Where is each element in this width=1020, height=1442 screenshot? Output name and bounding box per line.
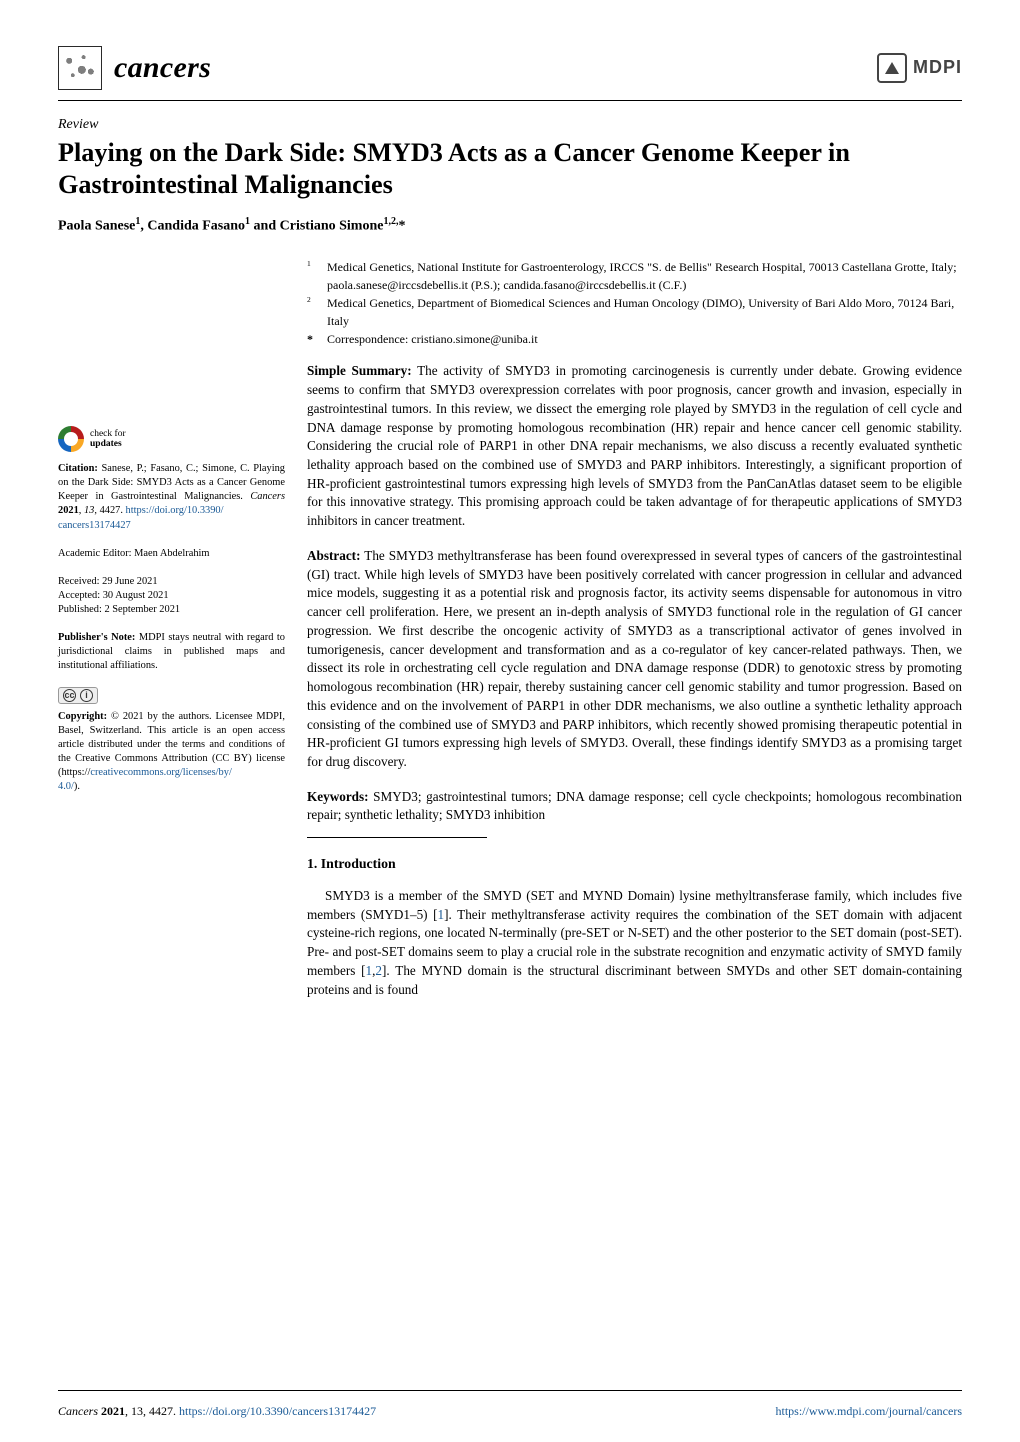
cc-icon: cc bbox=[63, 689, 76, 702]
journal-icon bbox=[58, 46, 102, 90]
citation-label: Citation: bbox=[58, 463, 98, 474]
copyright-close: ). bbox=[74, 781, 80, 792]
authors-line: Paola Sanese1, Candida Fasano1 and Crist… bbox=[58, 215, 962, 237]
abstract-label: Abstract: bbox=[307, 548, 360, 563]
received-label: Received: bbox=[58, 576, 102, 587]
footer-rule bbox=[58, 1390, 962, 1391]
publisher-text: MDPI bbox=[913, 55, 962, 81]
intro-p1-text: SMYD3 is a member of the SMYD (SET and M… bbox=[307, 888, 962, 997]
ref-1-link[interactable]: 1 bbox=[438, 907, 445, 922]
keywords-rule bbox=[307, 837, 487, 838]
cc-badge: cc i bbox=[58, 687, 98, 704]
simple-summary-label: Simple Summary: bbox=[307, 363, 412, 378]
journal-name: cancers bbox=[114, 47, 211, 90]
author-1: Paola Sanese bbox=[58, 218, 135, 233]
sidebar: check for updates Citation: Sanese, P.; … bbox=[58, 258, 285, 1012]
received-date: 29 June 2021 bbox=[102, 576, 157, 587]
correspondence: Correspondence: cristiano.simone@uniba.i… bbox=[327, 330, 538, 348]
citation-block: Citation: Sanese, P.; Fasano, C.; Simone… bbox=[58, 462, 285, 532]
check-for-updates[interactable]: check for updates bbox=[58, 426, 285, 452]
ref-2-link[interactable]: 2 bbox=[375, 963, 382, 978]
publisher-note-block: Publisher's Note: MDPI stays neutral wit… bbox=[58, 631, 285, 673]
footer-journal-link[interactable]: https://www.mdpi.com/journal/cancers bbox=[775, 1404, 962, 1418]
editor-label: Academic Editor: bbox=[58, 548, 134, 559]
check-updates-bottom: updates bbox=[90, 439, 122, 449]
editor-block: Academic Editor: Maen Abdelrahim bbox=[58, 547, 285, 561]
editor-name: Maen Abdelrahim bbox=[134, 548, 209, 559]
author-3: Cristiano Simone bbox=[280, 218, 384, 233]
author-3-corr: * bbox=[398, 218, 405, 233]
top-bar: cancers MDPI bbox=[58, 46, 962, 90]
journal-logo: cancers bbox=[58, 46, 211, 90]
footer: Cancers 2021, 13, 4427. https://doi.org/… bbox=[58, 1403, 962, 1420]
author-sep-2: and bbox=[250, 218, 280, 233]
cc-badge-row: cc i bbox=[58, 687, 285, 704]
check-updates-text: check for updates bbox=[90, 429, 126, 450]
simple-summary: Simple Summary: The activity of SMYD3 in… bbox=[307, 362, 962, 531]
keywords-label: Keywords: bbox=[307, 789, 369, 804]
abstract: Abstract: The SMYD3 methyltransferase ha… bbox=[307, 547, 962, 772]
check-updates-icon bbox=[58, 426, 84, 452]
author-3-affil: 1,2, bbox=[383, 216, 398, 227]
article-type: Review bbox=[58, 115, 962, 135]
article-title: Playing on the Dark Side: SMYD3 Acts as … bbox=[58, 137, 962, 201]
footer-left: Cancers 2021, 13, 4427. https://doi.org/… bbox=[58, 1403, 376, 1420]
footer-rest: , 13, 4427. bbox=[125, 1404, 179, 1418]
footer-right: https://www.mdpi.com/journal/cancers bbox=[775, 1403, 962, 1420]
simple-summary-text: The activity of SMYD3 in promoting carci… bbox=[307, 363, 962, 528]
published-label: Published: bbox=[58, 604, 104, 615]
copyright-label: Copyright: bbox=[58, 711, 107, 722]
copyright-block: Copyright: © 2021 by the authors. Licens… bbox=[58, 710, 285, 794]
affil-2-text: Medical Genetics, Department of Biomedic… bbox=[327, 294, 962, 330]
footer-journal: Cancers bbox=[58, 1404, 101, 1418]
footer-year: 2021 bbox=[101, 1404, 125, 1418]
affil-2-num: 2 bbox=[307, 294, 317, 330]
by-icon: i bbox=[80, 689, 93, 702]
check-updates-top: check for bbox=[90, 429, 126, 439]
citation-doi-link-2[interactable]: cancers13174427 bbox=[58, 520, 131, 531]
main-column: 1 Medical Genetics, National Institute f… bbox=[307, 258, 962, 1012]
ref-1-link-b[interactable]: 1 bbox=[366, 963, 373, 978]
cc-link[interactable]: creativecommons.org/licenses/by/ bbox=[90, 767, 232, 778]
affiliations: 1 Medical Genetics, National Institute f… bbox=[307, 258, 962, 348]
keywords: Keywords: SMYD3; gastrointestinal tumors… bbox=[307, 788, 962, 825]
accepted-date: 30 August 2021 bbox=[103, 590, 169, 601]
accepted-label: Accepted: bbox=[58, 590, 103, 601]
corr-mark: * bbox=[307, 330, 317, 348]
top-rule bbox=[58, 100, 962, 101]
author-2: Candida Fasano bbox=[147, 218, 245, 233]
intro-p1: SMYD3 is a member of the SMYD (SET and M… bbox=[307, 887, 962, 999]
dates-block: Received: 29 June 2021 Accepted: 30 Augu… bbox=[58, 575, 285, 617]
citation-doi-link[interactable]: https://doi.org/10.3390/ bbox=[126, 505, 224, 516]
keywords-text: SMYD3; gastrointestinal tumors; DNA dama… bbox=[307, 789, 962, 823]
cc-link-2[interactable]: 4.0/ bbox=[58, 781, 74, 792]
section-1-heading: 1. Introduction bbox=[307, 854, 962, 874]
footer-doi-link[interactable]: https://doi.org/10.3390/cancers13174427 bbox=[179, 1404, 376, 1418]
affil-1-num: 1 bbox=[307, 258, 317, 294]
intro-body: SMYD3 is a member of the SMYD (SET and M… bbox=[307, 887, 962, 999]
affil-1-text: Medical Genetics, National Institute for… bbox=[327, 258, 962, 294]
published-date: 2 September 2021 bbox=[104, 604, 180, 615]
publisher-logo: MDPI bbox=[877, 53, 962, 83]
pubnote-label: Publisher's Note: bbox=[58, 632, 135, 643]
abstract-text: The SMYD3 methyltransferase has been fou… bbox=[307, 548, 962, 769]
